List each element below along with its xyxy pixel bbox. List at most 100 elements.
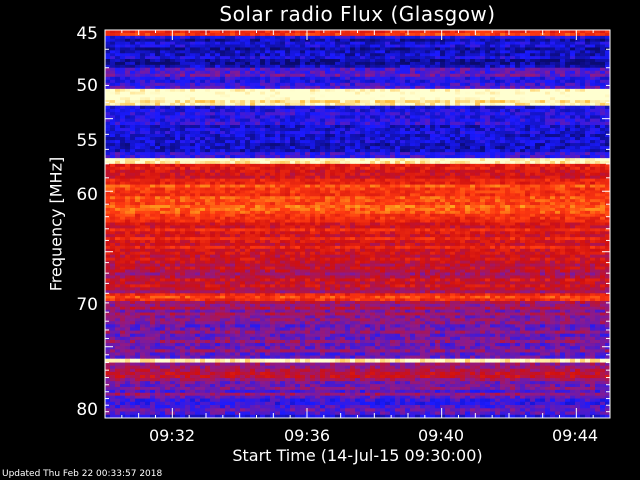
spectrogram-cell [185, 112, 191, 116]
spectrogram-cell [135, 175, 141, 180]
spectrogram-cell [445, 76, 451, 81]
spectrogram-cell [230, 53, 236, 57]
x-axis-label: Start Time (14-Jul-15 09:30:00) [232, 446, 483, 465]
spectrogram-cell [415, 146, 421, 150]
spectrogram-cell [605, 121, 611, 126]
spectrogram-cell [240, 44, 246, 48]
spectrogram-cell [475, 56, 481, 60]
spectrogram-cell [530, 38, 536, 43]
spectrogram-cell [355, 108, 361, 113]
spectrogram-cell [130, 169, 136, 174]
spectrogram-cell [165, 50, 171, 54]
spectrogram-cell [220, 161, 226, 165]
spectrogram-cell [390, 137, 396, 141]
spectrogram-cell [165, 100, 171, 104]
spectrogram-cell [335, 125, 341, 129]
spectrogram-cell [155, 61, 161, 66]
spectrogram-cell [535, 47, 541, 51]
spectrogram-cell [320, 59, 326, 63]
spectrogram-cell [380, 121, 386, 126]
spectrogram-cell [495, 47, 501, 51]
spectrogram-cell [365, 125, 371, 129]
spectrogram-cell [480, 155, 486, 159]
spectrogram-cell [340, 100, 346, 104]
spectrogram-cell [370, 85, 376, 90]
spectrogram-cell [135, 64, 141, 69]
spectrogram-cell [395, 169, 401, 174]
spectrogram-cell [465, 41, 471, 45]
spectrogram-cell [335, 100, 341, 104]
spectrogram-cell [195, 158, 201, 162]
spectrogram-cell [260, 105, 266, 110]
spectrogram-cell [565, 44, 571, 48]
spectrogram-cell [265, 88, 271, 93]
spectrogram-cell [380, 112, 386, 116]
spectrogram-cell [500, 166, 506, 171]
spectrogram-cell [335, 134, 341, 138]
spectrogram-cell [450, 166, 456, 171]
spectrogram-cell [315, 149, 321, 153]
spectrogram-cell [140, 61, 146, 66]
spectrogram-cell [120, 155, 126, 159]
spectrogram-cell [200, 102, 206, 107]
spectrogram-cell [190, 59, 196, 63]
spectrogram-cell [480, 102, 486, 107]
spectrogram-cell [360, 50, 366, 54]
y-tick-label-55: 55 [76, 131, 98, 151]
spectrogram-cell [545, 140, 551, 144]
spectrogram-cell [385, 97, 391, 101]
spectrogram-cell [560, 50, 566, 54]
spectrogram-cell [145, 44, 151, 48]
spectrogram-cell [145, 140, 151, 144]
spectrogram-cell [510, 94, 516, 98]
spectrogram-cell [390, 73, 396, 78]
spectrogram-cell [200, 88, 206, 93]
spectrogram-cell [445, 47, 451, 51]
spectrogram-cell [160, 32, 166, 37]
spectrogram-cell [250, 149, 256, 153]
spectrogram-cell [375, 166, 381, 171]
spectrogram-cell [410, 105, 416, 110]
spectrogram-cell [175, 91, 181, 95]
spectrogram-cell [550, 112, 556, 116]
spectrogram-cell [310, 59, 316, 63]
spectrogram-cell [365, 118, 371, 123]
spectrogram-cell [300, 38, 306, 43]
spectrogram-cell [295, 143, 301, 147]
spectrogram-cell [355, 152, 361, 156]
spectrogram-cell [420, 166, 426, 171]
spectrogram-cell [450, 88, 456, 93]
spectrogram-cell [155, 59, 161, 63]
spectrogram-cell [375, 35, 381, 40]
spectrogram-cell [300, 146, 306, 150]
spectrogram-cell [460, 158, 466, 162]
spectrogram-cell [585, 112, 591, 116]
spectrogram-cell [485, 38, 491, 43]
spectrogram-cell [535, 38, 541, 43]
spectrogram-cell [340, 44, 346, 48]
spectrogram-cell [350, 76, 356, 81]
spectrogram-cell [490, 112, 496, 116]
spectrogram-cell [595, 166, 601, 171]
spectrogram-cell [155, 85, 161, 90]
spectrogram-cell [245, 149, 251, 153]
spectrogram-cell [505, 30, 511, 34]
spectrogram-cell [145, 143, 151, 147]
spectrogram-cell [305, 102, 311, 107]
spectrogram-cell [200, 143, 206, 147]
spectrogram-cell [355, 56, 361, 60]
spectrogram-cell [510, 140, 516, 144]
spectrogram-cell [315, 59, 321, 63]
spectrogram-cell [295, 47, 301, 51]
spectrogram-cell [220, 118, 226, 123]
spectrogram-cell [480, 146, 486, 150]
spectrogram-cell [285, 140, 291, 144]
spectrogram-cell [340, 97, 346, 101]
spectrogram-cell [335, 47, 341, 51]
spectrogram-cell [320, 134, 326, 138]
spectrogram-cell [480, 30, 486, 34]
spectrogram-cell [355, 112, 361, 116]
spectrogram-cell [395, 94, 401, 98]
spectrogram-cell [180, 128, 186, 132]
spectrogram-cell [485, 94, 491, 98]
